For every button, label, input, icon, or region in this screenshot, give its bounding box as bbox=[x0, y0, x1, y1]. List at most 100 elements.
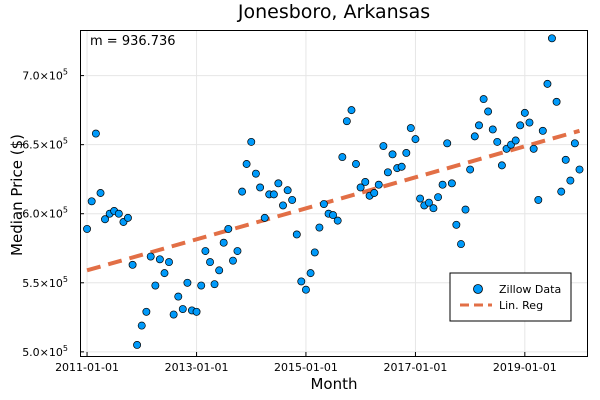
data-point bbox=[575, 165, 584, 174]
data-point bbox=[470, 132, 479, 141]
data-point bbox=[87, 197, 96, 206]
data-point bbox=[443, 139, 452, 148]
data-point bbox=[479, 95, 488, 104]
data-point bbox=[279, 201, 287, 210]
data-point bbox=[83, 224, 91, 233]
data-point bbox=[466, 165, 475, 174]
data-point bbox=[215, 266, 224, 275]
chart-title: Jonesboro, Arkansas bbox=[237, 1, 430, 23]
data-point bbox=[315, 223, 324, 232]
gridlines bbox=[80, 30, 587, 356]
data-point bbox=[101, 215, 109, 224]
y-tick-label: 6.0×105 bbox=[22, 206, 68, 221]
data-point bbox=[561, 155, 570, 164]
data-point bbox=[224, 224, 233, 233]
data-point bbox=[438, 180, 447, 189]
data-point bbox=[128, 260, 137, 269]
data-point bbox=[516, 121, 525, 130]
data-point bbox=[133, 340, 142, 349]
y-tick-mantissa: 5.5×10 bbox=[22, 277, 63, 290]
data-point bbox=[497, 161, 506, 170]
slope-annotation: m = 936.736 bbox=[90, 34, 176, 49]
data-point bbox=[242, 160, 251, 168]
y-tick-label: 5.5×105 bbox=[22, 275, 68, 290]
data-point bbox=[292, 230, 301, 239]
data-point bbox=[210, 280, 219, 289]
data-point bbox=[411, 135, 420, 144]
data-point bbox=[297, 277, 306, 286]
data-point bbox=[197, 281, 206, 290]
x-tick-label: 2011-01-01 bbox=[55, 361, 119, 374]
data-point bbox=[306, 269, 315, 278]
data-point bbox=[247, 137, 256, 146]
data-point bbox=[347, 106, 356, 115]
data-point bbox=[146, 252, 155, 261]
data-point bbox=[429, 204, 438, 213]
legend-marker-zillow bbox=[473, 284, 483, 294]
data-point bbox=[566, 176, 575, 185]
data-point bbox=[333, 216, 342, 225]
data-point bbox=[511, 136, 520, 145]
y-tick-exponent: 5 bbox=[63, 275, 68, 284]
data-point bbox=[370, 189, 379, 197]
regression-line bbox=[86, 128, 581, 273]
data-point bbox=[137, 321, 146, 330]
data-point bbox=[397, 162, 406, 171]
data-point bbox=[310, 248, 319, 257]
y-tick-exponent: 5 bbox=[63, 68, 68, 77]
y-tick-label: 5.0×105 bbox=[22, 344, 68, 359]
x-tick-label: 2013-01-01 bbox=[165, 361, 229, 374]
data-point bbox=[361, 177, 370, 186]
data-point bbox=[488, 125, 497, 134]
data-point bbox=[342, 117, 351, 126]
y-axis-label: Median Price ($) bbox=[8, 134, 26, 256]
legend: Zillow Data Lin. Reg bbox=[449, 272, 572, 322]
data-point bbox=[388, 150, 397, 159]
legend-label-regression: Lin. Reg bbox=[499, 299, 543, 312]
data-point bbox=[229, 256, 237, 265]
data-point bbox=[374, 180, 383, 189]
data-point bbox=[256, 183, 265, 192]
data-point bbox=[219, 238, 228, 247]
x-tick-label: 2017-01-01 bbox=[383, 361, 447, 374]
data-point bbox=[178, 305, 187, 313]
y-tick-mantissa: 5.0×10 bbox=[22, 346, 63, 359]
data-point bbox=[534, 195, 543, 204]
y-tick-mantissa: 6.0×10 bbox=[22, 208, 63, 221]
y-tick-exponent: 5 bbox=[63, 344, 68, 353]
y-tick-label: 6.5×105 bbox=[22, 137, 68, 152]
data-point bbox=[447, 179, 456, 188]
data-point bbox=[552, 97, 561, 106]
data-point bbox=[169, 310, 178, 319]
data-point bbox=[457, 240, 465, 249]
legend-label-zillow: Zillow Data bbox=[499, 283, 561, 296]
data-point bbox=[123, 213, 132, 222]
data-point bbox=[352, 160, 360, 168]
data-point bbox=[260, 213, 269, 222]
data-point bbox=[329, 211, 338, 220]
data-point bbox=[206, 258, 214, 267]
x-tick-label: 2019-01-01 bbox=[493, 361, 557, 374]
data-point bbox=[383, 168, 392, 177]
data-point bbox=[96, 189, 105, 197]
data-point bbox=[142, 307, 151, 316]
data-point bbox=[402, 148, 411, 157]
data-point bbox=[356, 183, 365, 192]
data-point bbox=[114, 209, 123, 218]
y-tick-exponent: 5 bbox=[63, 137, 68, 146]
data-point bbox=[543, 79, 552, 88]
data-point bbox=[475, 121, 483, 130]
data-point bbox=[155, 255, 164, 264]
data-point bbox=[233, 247, 242, 255]
data-point bbox=[274, 179, 283, 188]
y-tick-mantissa: 7.0×10 bbox=[22, 70, 63, 83]
data-point bbox=[151, 281, 160, 290]
y-tick-mantissa: 6.5×10 bbox=[22, 139, 63, 152]
data-point bbox=[406, 124, 415, 133]
data-point bbox=[557, 187, 566, 196]
data-point bbox=[416, 194, 425, 203]
data-point bbox=[424, 198, 433, 207]
